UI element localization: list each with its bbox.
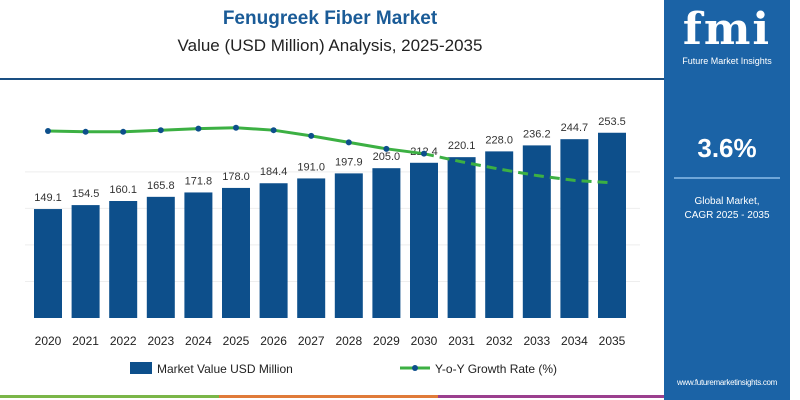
growth-point bbox=[45, 128, 51, 134]
growth-point bbox=[270, 127, 277, 134]
fmi-logo: fmi bbox=[682, 4, 772, 55]
bar bbox=[259, 183, 288, 318]
legend-line-label: Y-o-Y Growth Rate (%) bbox=[435, 362, 557, 376]
logo-subtitle: Future Market Insights bbox=[682, 56, 772, 66]
growth-point bbox=[308, 132, 315, 139]
bar bbox=[109, 201, 138, 318]
data-label: 197.9 bbox=[335, 156, 363, 168]
bar bbox=[334, 173, 363, 318]
x-tick-label: 2028 bbox=[335, 334, 362, 348]
bar bbox=[522, 145, 551, 318]
x-tick-label: 2026 bbox=[260, 334, 287, 348]
x-tick-label: 2035 bbox=[599, 334, 626, 348]
growth-point bbox=[82, 128, 89, 135]
legend-line-marker bbox=[412, 365, 418, 371]
bar bbox=[447, 157, 476, 318]
growth-point bbox=[383, 145, 390, 152]
legend-bar-swatch bbox=[130, 362, 152, 374]
x-tick-label: 2029 bbox=[373, 334, 400, 348]
data-label: 184.4 bbox=[260, 166, 288, 178]
x-tick-label: 2034 bbox=[561, 334, 588, 348]
data-label: 149.1 bbox=[34, 192, 62, 204]
cagr-label-line1: Global Market, bbox=[694, 196, 760, 207]
side-panel: fmi Future Market Insights 3.6% Global M… bbox=[664, 0, 790, 400]
panel-divider bbox=[674, 177, 780, 179]
cagr-label-line2: CAGR 2025 - 2035 bbox=[684, 210, 770, 221]
website-url: www.futuremarketinsights.com bbox=[676, 378, 778, 387]
data-label: 236.2 bbox=[523, 128, 551, 140]
data-label: 165.8 bbox=[147, 180, 175, 192]
growth-point bbox=[345, 139, 352, 146]
data-label: 220.1 bbox=[448, 140, 476, 152]
bar bbox=[410, 162, 438, 318]
x-tick-label: 2031 bbox=[448, 334, 475, 348]
data-label: 228.0 bbox=[485, 134, 513, 146]
divider bbox=[0, 78, 664, 80]
bar bbox=[297, 178, 326, 318]
bar bbox=[71, 205, 100, 318]
bar bbox=[598, 132, 626, 318]
chart: 149.1 2020 154.5 2021 160.1 2022 165.8 2023 171.… bbox=[25, 116, 640, 376]
bar bbox=[184, 192, 213, 318]
bar bbox=[34, 209, 62, 318]
color-strip bbox=[0, 395, 664, 398]
x-tick-label: 2024 bbox=[185, 334, 212, 348]
cagr-value: 3.6% bbox=[697, 133, 757, 163]
data-label: 253.5 bbox=[598, 116, 626, 128]
growth-point bbox=[233, 124, 239, 131]
data-label: 244.7 bbox=[561, 122, 589, 134]
bar bbox=[372, 168, 401, 318]
data-label: 171.8 bbox=[185, 175, 213, 187]
growth-line-solid bbox=[47, 126, 425, 156]
bar bbox=[222, 187, 250, 318]
data-label: 160.1 bbox=[109, 184, 137, 196]
legend-bar-label: Market Value USD Million bbox=[157, 362, 293, 376]
data-label: 205.0 bbox=[373, 151, 401, 163]
x-tick-label: 2021 bbox=[72, 334, 99, 348]
chart-title: Fenugreek Fiber Market bbox=[222, 8, 438, 29]
data-label: 154.5 bbox=[72, 188, 100, 200]
bar bbox=[485, 151, 514, 318]
data-label: 178.0 bbox=[222, 171, 250, 183]
x-tick-label: 2022 bbox=[110, 334, 137, 348]
x-tick-label: 2025 bbox=[223, 334, 250, 348]
bar bbox=[560, 139, 589, 318]
x-tick-label: 2030 bbox=[411, 334, 438, 348]
growth-point bbox=[157, 127, 164, 134]
growth-line-dashed bbox=[423, 152, 613, 185]
chart-subtitle: Value (USD Million) Analysis, 2025-2035 bbox=[177, 36, 483, 55]
x-tick-label: 2033 bbox=[523, 334, 550, 348]
growth-point bbox=[120, 128, 127, 135]
x-tick-label: 2032 bbox=[486, 334, 513, 348]
growth-point bbox=[421, 150, 427, 157]
cagr-label: Global Market, CAGR 2025 - 2035 bbox=[664, 195, 790, 223]
growth-point bbox=[195, 125, 202, 132]
data-label: 191.0 bbox=[297, 161, 325, 173]
x-tick-label: 2027 bbox=[298, 334, 325, 348]
x-tick-label: 2023 bbox=[147, 334, 174, 348]
bar bbox=[146, 196, 175, 318]
x-tick-label: 2020 bbox=[35, 334, 62, 348]
